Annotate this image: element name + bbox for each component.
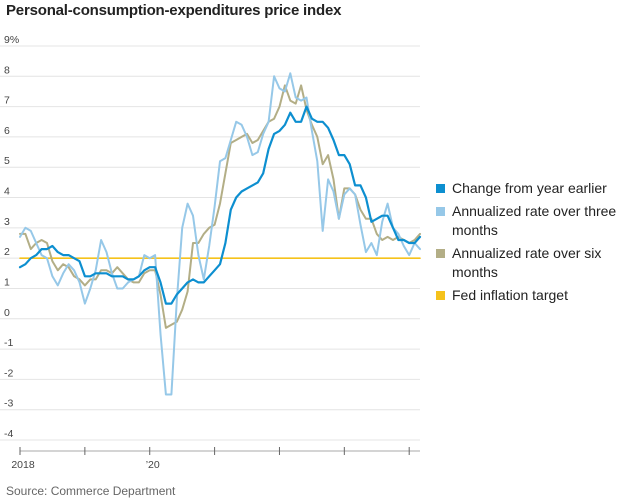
grid-lines: [0, 45, 420, 441]
legend-label: Fed inflation target: [452, 287, 568, 303]
chart-title: Personal-consumption-expenditures price …: [6, 2, 342, 19]
legend-swatch: [436, 207, 445, 216]
legend-swatch: [436, 184, 445, 193]
y-tick-label: 7: [4, 95, 10, 107]
y-tick-label: -1: [4, 337, 13, 349]
y-tick-label: 6: [4, 125, 10, 137]
legend-swatch: [436, 249, 445, 258]
y-tick-label: 4: [4, 186, 10, 198]
y-tick-label: -2: [4, 367, 13, 379]
y-tick-label: 5: [4, 155, 10, 167]
y-axis-tick-labels: 9% 8 7 6 5 4 3 2 1 0 -1 -2 -3 -4: [4, 34, 19, 440]
source-note: Source: Commerce Department: [6, 484, 176, 498]
legend-item: Change from year earlier: [436, 179, 620, 198]
series-lines: [18, 72, 422, 396]
x-tick-label: ’20: [146, 459, 160, 471]
legend-item: Annualized rate over six months: [436, 244, 620, 282]
series-line-1: [18, 105, 422, 305]
y-tick-label: 8: [4, 64, 10, 76]
y-tick-label: 1: [4, 276, 10, 288]
legend-label: Annualized rate over three months: [452, 203, 617, 238]
legend-item: Fed inflation target: [436, 286, 620, 305]
y-tick-label: 9%: [4, 34, 19, 46]
x-tick-label: 2018: [11, 459, 35, 471]
legend-item: Annualized rate over three months: [436, 202, 620, 240]
legend: Change from year earlier Annualized rate …: [436, 179, 620, 309]
y-tick-label: 3: [4, 216, 10, 228]
legend-label: Change from year earlier: [452, 180, 607, 196]
legend-swatch: [436, 291, 445, 300]
series-line-2: [19, 72, 421, 396]
y-tick-label: -4: [4, 428, 13, 440]
x-axis: 2018 ’20: [11, 447, 420, 471]
y-tick-label: 2: [4, 246, 10, 258]
legend-label: Annualized rate over six months: [452, 245, 602, 280]
series-line-3: [19, 84, 421, 329]
y-tick-label: 0: [4, 307, 10, 319]
y-tick-label: -3: [4, 398, 13, 410]
